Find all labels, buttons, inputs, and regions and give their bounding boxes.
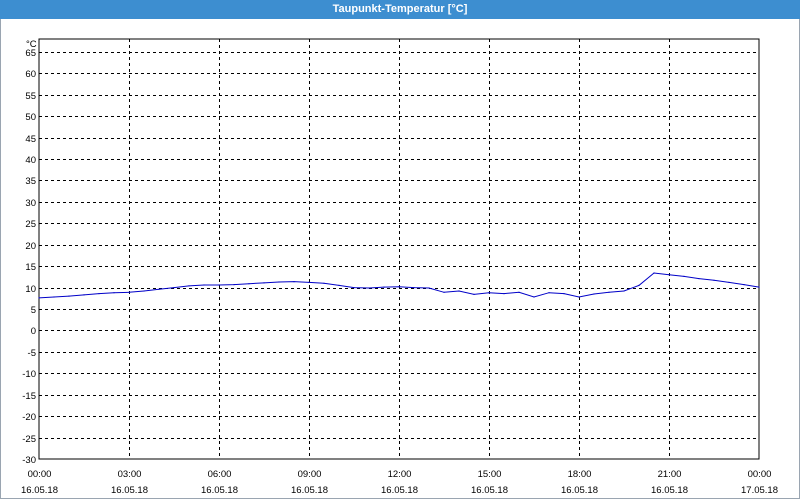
data-point: [413, 287, 415, 289]
y-axis-unit-label: °C: [26, 39, 37, 50]
data-point: [593, 293, 595, 295]
x-tick-time-label: 03:00: [118, 469, 142, 480]
x-tick-time-label: 06:00: [208, 469, 232, 480]
data-point: [308, 281, 310, 283]
data-point: [533, 296, 535, 298]
data-point: [623, 290, 625, 292]
data-point: [368, 287, 370, 289]
data-point: [638, 284, 640, 286]
data-point: [563, 293, 565, 295]
grid-lines: [39, 39, 759, 459]
y-tick-label: 25: [25, 219, 36, 230]
x-tick-time-label: 00:00: [28, 469, 52, 480]
y-tick-label: -15: [22, 391, 36, 402]
x-tick-labels: 00:00 16.05.18 03:00 16.05.18 06:00 16.05.18 0…: [21, 469, 778, 496]
data-point: [233, 284, 235, 286]
y-tick-label: 10: [25, 284, 36, 295]
y-tick-label: 40: [25, 155, 36, 166]
y-tick-label: 30: [25, 198, 36, 209]
data-point: [728, 281, 730, 283]
data-point: [203, 284, 205, 286]
data-point: [98, 293, 100, 295]
data-point: [218, 284, 220, 286]
data-point: [758, 286, 760, 288]
x-tick-date-label: 17.05.18: [741, 485, 778, 496]
data-point: [608, 291, 610, 293]
data-point: [173, 287, 175, 289]
y-tick-label: 20: [25, 241, 36, 252]
data-point: [383, 286, 385, 288]
data-point: [398, 286, 400, 288]
data-point: [518, 291, 520, 293]
x-tick-date-label: 16.05.18: [561, 485, 598, 496]
y-tick-label: 35: [25, 176, 36, 187]
data-point: [248, 283, 250, 285]
data-point: [68, 295, 70, 297]
x-tick-date-label: 16.05.18: [471, 485, 508, 496]
data-point: [278, 281, 280, 283]
data-point: [158, 288, 160, 290]
y-tick-label: 45: [25, 134, 36, 145]
y-tick-label: 60: [25, 69, 36, 80]
x-tick-date-label: 16.05.18: [381, 485, 418, 496]
data-point: [743, 284, 745, 286]
x-tick-time-label: 15:00: [478, 469, 502, 480]
x-tick-time-label: 09:00: [298, 469, 322, 480]
data-point: [128, 291, 130, 293]
y-tick-label: 5: [31, 305, 36, 316]
data-point: [323, 282, 325, 284]
data-point: [458, 290, 460, 292]
y-tick-label: 50: [25, 112, 36, 123]
x-tick-time-label: 12:00: [388, 469, 412, 480]
data-point: [713, 279, 715, 281]
data-point: [113, 292, 115, 294]
y-tick-label: 65: [25, 48, 36, 59]
data-point: [578, 296, 580, 298]
x-tick-time-label: 18:00: [568, 469, 592, 480]
dew-point-series-points: [38, 272, 760, 299]
y-tick-label: -10: [22, 369, 36, 380]
data-point: [473, 293, 475, 295]
x-tick-date-label: 16.05.18: [651, 485, 688, 496]
y-tick-labels: 65605550454035302520151050-5-10-15-20-25…: [22, 48, 36, 466]
data-point: [38, 297, 40, 299]
x-tick-date-label: 16.05.18: [21, 485, 58, 496]
y-tick-label: -20: [22, 412, 36, 423]
x-tick-date-label: 16.05.18: [201, 485, 238, 496]
data-point: [683, 275, 685, 277]
data-point: [83, 294, 85, 296]
data-point: [188, 285, 190, 287]
data-point: [293, 281, 295, 283]
data-point: [698, 278, 700, 280]
y-tick-label: 0: [31, 326, 36, 337]
data-point: [503, 293, 505, 295]
plot-area-border: [38, 38, 760, 460]
data-point: [338, 284, 340, 286]
y-tick-label: -30: [22, 455, 36, 466]
data-point: [143, 290, 145, 292]
y-tick-label: 15: [25, 262, 36, 273]
data-point: [488, 292, 490, 294]
y-tick-label: -25: [22, 434, 36, 445]
x-tick-time-label: 00:00: [748, 469, 772, 480]
data-point: [443, 291, 445, 293]
data-point: [428, 287, 430, 289]
data-point: [668, 274, 670, 276]
x-tick-time-label: 21:00: [658, 469, 682, 480]
data-point: [53, 296, 55, 298]
y-tick-label: 55: [25, 91, 36, 102]
data-point: [353, 287, 355, 289]
x-tick-date-label: 16.05.18: [291, 485, 328, 496]
data-point: [548, 292, 550, 294]
chart-title: Taupunkt-Temperatur [°C]: [0, 0, 800, 19]
data-point: [263, 282, 265, 284]
y-tick-label: -5: [28, 348, 36, 359]
data-point: [653, 272, 655, 274]
x-tick-date-label: 16.05.18: [111, 485, 148, 496]
